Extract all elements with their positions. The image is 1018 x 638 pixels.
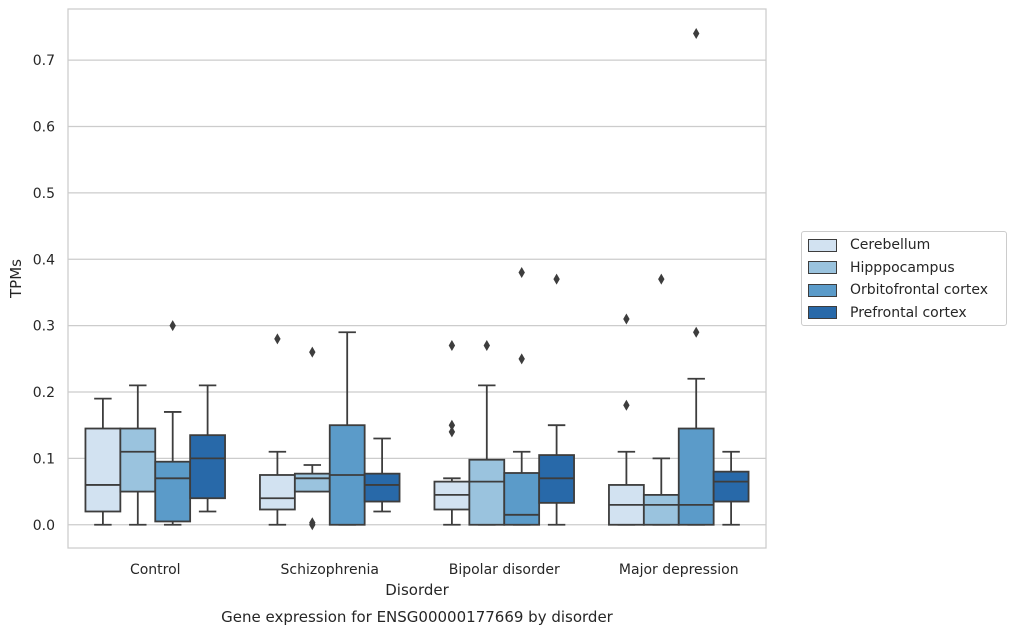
legend: Cerebellum Hipppocampus Orbitofrontal cort…: [801, 231, 1007, 326]
plot-frame: [67, 8, 767, 549]
legend-swatch: [808, 306, 837, 319]
y-axis-ticks: 0.0 0.1 0.2 0.3 0.4 0.5 0.6 0.7: [33, 53, 55, 534]
box-iqr: [293, 472, 331, 493]
box-iqr: [712, 470, 750, 503]
outlier-point: [483, 340, 490, 352]
box-iqr: [154, 460, 192, 523]
outlier-point: [623, 313, 630, 325]
outlier-point: [693, 326, 700, 338]
box: [468, 340, 506, 526]
outlier-point: [274, 333, 281, 345]
outlier-point: [518, 353, 525, 365]
x-tick-label: Control: [130, 562, 181, 578]
box-iqr: [642, 493, 680, 526]
outlier-point: [309, 517, 316, 529]
outlier-point: [693, 28, 700, 40]
box-iqr: [677, 427, 715, 526]
legend-item: Hipppocampus: [808, 258, 955, 278]
outlier-point: [309, 346, 316, 358]
legend-label: Hipppocampus: [850, 259, 955, 276]
outlier-point: [169, 320, 176, 332]
box: [84, 397, 122, 526]
legend-label: Prefrontal cortex: [850, 304, 967, 321]
y-tick-label: 0.1: [33, 451, 55, 467]
box: [154, 320, 192, 526]
legend-label: Cerebellum: [850, 237, 931, 253]
outlier-point: [448, 426, 456, 438]
box: [503, 267, 541, 526]
box: [538, 273, 575, 526]
x-tick-label: Major depression: [619, 562, 739, 578]
box: [363, 437, 401, 513]
legend-item: Cerebellum: [808, 235, 930, 255]
y-tick-label: 0.0: [33, 518, 55, 534]
box: [712, 450, 750, 526]
outlier-point: [518, 267, 525, 279]
outlier-point: [658, 273, 665, 285]
y-tick-label: 0.5: [33, 186, 55, 202]
outlier-point: [448, 340, 456, 352]
box: [677, 28, 715, 526]
box: [189, 384, 226, 513]
box-iqr: [503, 472, 541, 526]
box: [433, 340, 471, 526]
y-tick-label: 0.3: [33, 319, 55, 335]
y-tick-label: 0.6: [33, 119, 55, 135]
x-axis-label: Disorder: [385, 581, 449, 599]
box: [608, 313, 645, 526]
box-iqr: [84, 427, 122, 513]
box: [642, 273, 680, 526]
legend-item: Orbitofrontal cortex: [808, 280, 988, 300]
x-axis-ticks: Control Schizophrenia Bipolar disorder Majo…: [130, 562, 739, 578]
box: [119, 384, 157, 526]
outlier-point: [553, 273, 560, 285]
x-tick-label: Bipolar disorder: [449, 562, 560, 578]
box-iqr: [363, 472, 401, 503]
box: [259, 333, 296, 526]
box: [328, 331, 366, 526]
legend-label: Orbitofrontal cortex: [850, 282, 988, 298]
x-tick-label: Schizophrenia: [281, 562, 379, 578]
legend-swatch: [808, 283, 837, 297]
box: [293, 346, 331, 531]
chart-title: Gene expression for ENSG00000177669 by d…: [221, 608, 614, 626]
gridlines: [68, 59, 766, 526]
box-iqr: [259, 474, 296, 511]
box-iqr: [189, 434, 226, 500]
y-tick-label: 0.4: [33, 252, 55, 268]
legend-swatch: [808, 238, 837, 252]
box-iqr: [119, 427, 157, 493]
box-series: [84, 28, 750, 531]
y-tick-label: 0.7: [33, 53, 55, 69]
box-iqr: [468, 458, 506, 526]
legend-item: Prefrontal cortex: [808, 303, 967, 323]
y-axis-label: TPMs: [7, 259, 25, 299]
y-tick-label: 0.2: [33, 385, 55, 401]
outlier-point: [448, 419, 456, 431]
outlier-point: [623, 399, 630, 411]
legend-swatch: [808, 261, 837, 274]
